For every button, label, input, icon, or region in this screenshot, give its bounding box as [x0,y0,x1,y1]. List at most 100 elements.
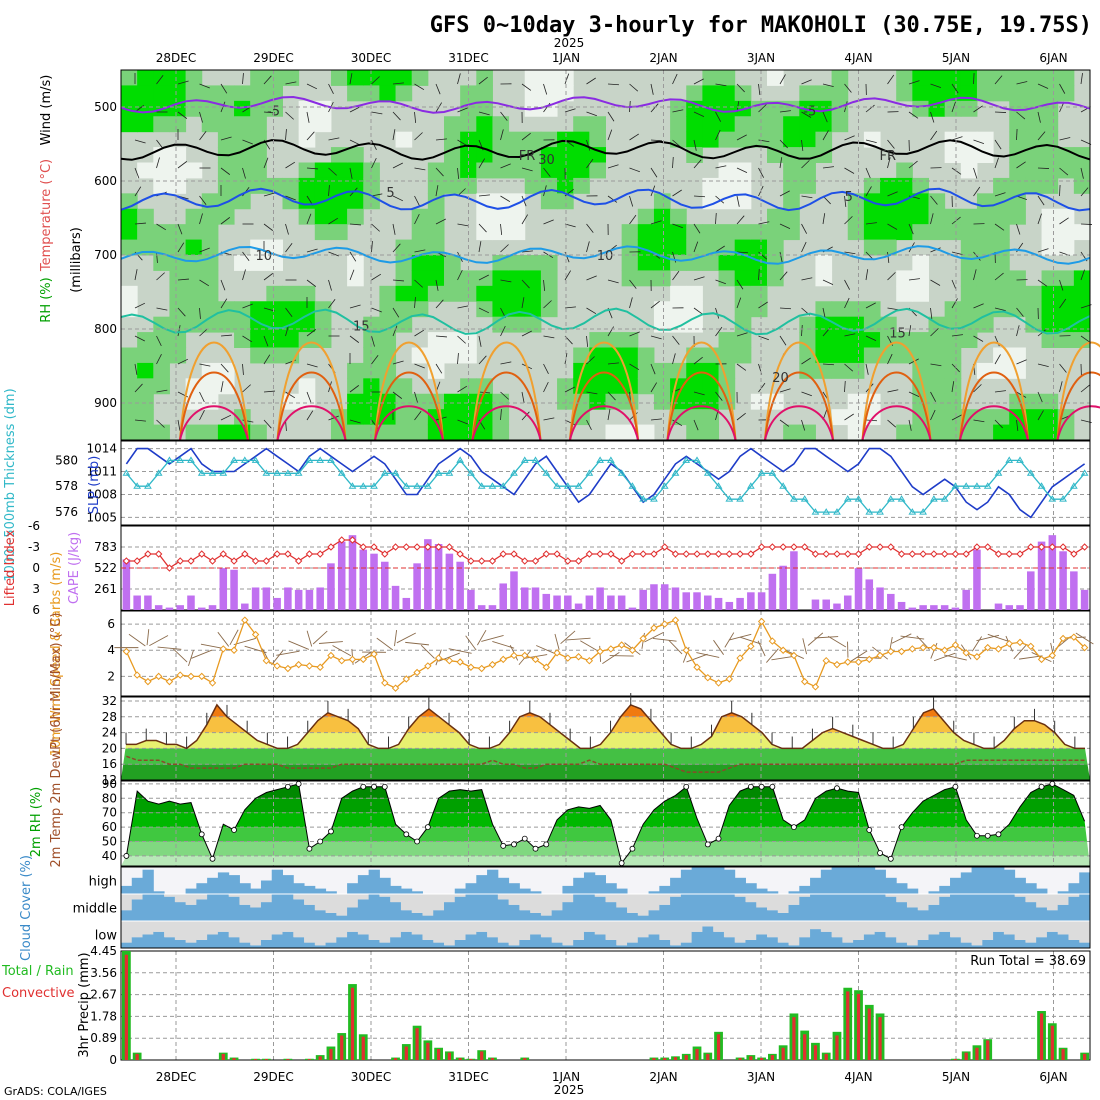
cloud-bar [422,915,434,921]
rh-cell [993,70,1010,86]
rh-cell [783,131,800,148]
thickness-point [736,495,744,502]
wind-barb [285,129,287,141]
cloud-bar [745,883,757,894]
y-tick-label: 32 [102,694,117,708]
rh-cell [734,131,752,148]
rh-cell [1057,301,1075,318]
thickness-point [283,469,292,476]
rh-cell [686,116,703,133]
precip-convective-bar [964,1052,968,1060]
cloud-gap [971,921,983,946]
cape-bar [381,561,389,610]
lifted-index-point [273,550,281,558]
cloud-gap [777,921,790,943]
cloud-bar [293,883,305,894]
cloud-bar [228,937,240,948]
cloud-gap [573,921,585,940]
rh-cell [444,393,461,410]
precip-convective-bar [286,1059,290,1060]
wind-barb [650,418,662,421]
wind-barb [543,167,551,177]
rh-cell [379,70,397,86]
wind-barb [242,269,246,281]
precip-convective-bar [253,1059,258,1060]
cloud-bar [788,904,800,921]
lifted-index-point [800,543,809,551]
wind-barb [285,161,296,169]
cape-bar [327,563,335,610]
rh-cell [734,116,752,133]
wind-barb [435,138,447,141]
rh-cell [1025,162,1043,179]
wind-barb [306,410,314,421]
rh-cell [1041,177,1059,194]
wind-barb [457,269,463,281]
wind-barb [414,410,422,421]
rh-cell [767,239,784,256]
wind-barb [157,646,182,650]
cloud-bar [637,915,650,921]
rh-cell [266,285,283,302]
rh-cell [686,347,703,364]
thickness-point [1037,482,1046,489]
rh-cell [912,208,929,225]
lifted-index-point [531,557,540,565]
wind-barb [715,307,720,319]
y-axis-label-rh: RH (%) [39,277,54,322]
wind-barb [1059,184,1061,197]
lifted-index-point [887,543,895,551]
rh-cell [815,131,833,148]
rh-cell [912,85,929,102]
rh-cell [201,424,219,441]
cloud-gap [250,894,262,908]
rh-cell [444,409,461,426]
rh-cell [411,347,429,364]
wind-barb [758,382,766,393]
wind-barb [536,645,557,655]
wind-barb [521,83,532,91]
rh-cell [234,332,251,348]
cloud-bar [670,877,682,894]
thickness-point [219,469,228,476]
thickness-point [843,495,852,502]
lifted-index-point [348,536,357,544]
wind-barb [650,382,658,393]
wind-barb [908,223,914,235]
rh-cell [492,116,510,133]
cloud-bar [540,915,553,921]
rh-cell [702,177,720,194]
wind-barb [844,195,847,207]
rh-cell [718,270,736,287]
wind-barb [580,640,599,652]
wind-barb [650,167,658,178]
wind-barb [328,167,337,176]
wind-barb [242,303,253,309]
wind-speed-point [359,655,367,664]
lifted-index-point [704,550,712,558]
bottom-date-label: 1JAN [552,1070,580,1084]
wind-barb [371,354,379,365]
precip-convective-bar [760,1058,764,1060]
rh-cell [993,409,1010,426]
rh-cell [863,301,881,318]
wind-barb [1037,195,1045,206]
wind-barb [392,279,404,282]
rh-cell [670,362,687,379]
cloud-gap [594,921,606,935]
cloud-bar [487,937,499,948]
cloud-gap [347,894,359,908]
cloud-bar [336,937,348,948]
rh-cell [153,116,170,133]
wind-speed-point [445,656,454,665]
rh-point [769,783,776,790]
wind-speed-point [962,649,970,657]
rh-point [1049,780,1056,787]
rh-cell [427,270,445,287]
rh-cell [411,409,429,426]
wind-barb [349,251,357,262]
cloud-gap [885,921,897,938]
rh-point [403,831,410,838]
lifted-index-point [305,550,314,558]
wind-barb [887,353,893,365]
